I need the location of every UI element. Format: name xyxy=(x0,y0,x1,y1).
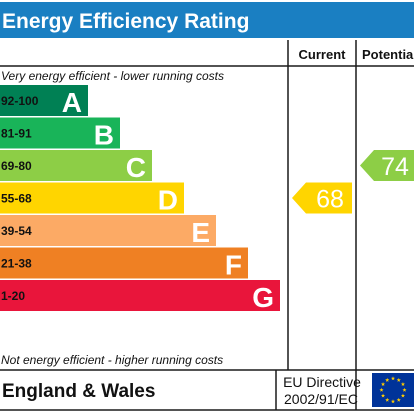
current-rating-arrow-shape xyxy=(292,182,352,214)
flag-star xyxy=(380,393,386,398)
band-f: 21-38 F xyxy=(0,247,248,281)
band-bar xyxy=(0,117,120,149)
band-letter: E xyxy=(191,217,210,248)
band-bar xyxy=(0,280,280,311)
directive-line-1: EU Directive xyxy=(283,374,361,390)
flag-star xyxy=(396,397,401,402)
band-a: 92-100 A xyxy=(0,85,88,118)
column-header-potential: Potential xyxy=(362,47,414,62)
band-letter: C xyxy=(126,152,146,183)
band-d: 55-68 D xyxy=(0,182,184,216)
flag-star xyxy=(390,399,396,404)
band-range: 81-91 xyxy=(1,127,32,141)
flag-star xyxy=(400,393,406,398)
flag-star xyxy=(400,382,406,387)
band-range: 39-54 xyxy=(1,224,32,238)
flag-star xyxy=(385,377,390,382)
flag-star xyxy=(402,387,407,392)
rating-markers: 68 74 xyxy=(292,150,414,214)
bottom-note: Not energy efficient - higher running co… xyxy=(1,353,223,367)
band-range: 21-38 xyxy=(1,257,32,271)
rating-bands: 92-100 A81-91 B69-80 C55-68 D39-54 E21-38 F1-2… xyxy=(0,85,280,313)
flag-star xyxy=(385,397,390,402)
band-letter: D xyxy=(158,185,178,216)
band-letter: B xyxy=(94,120,114,151)
band-b: 81-91 B xyxy=(0,117,120,151)
potential-rating-arrow: 74 xyxy=(360,150,414,181)
chart-title: Energy Efficiency Rating xyxy=(2,10,249,33)
band-bar xyxy=(0,247,248,279)
band-e: 39-54 E xyxy=(0,215,216,248)
band-g: 1-20 G xyxy=(0,280,280,313)
band-bar xyxy=(0,215,216,246)
footer-region: England & Wales xyxy=(2,381,155,402)
potential-rating-arrow-value: 74 xyxy=(381,153,409,181)
eu-flag-icon xyxy=(372,373,414,407)
band-range: 69-80 xyxy=(1,159,32,173)
band-letter: F xyxy=(225,250,242,281)
flag-star xyxy=(380,382,386,387)
top-note: Very energy efficient - lower running co… xyxy=(1,69,224,83)
directive-line-2: 2002/91/EC xyxy=(284,391,358,407)
band-bar xyxy=(0,182,184,214)
band-letter: A xyxy=(62,87,82,118)
flag-star xyxy=(379,387,384,392)
column-header-current: Current xyxy=(299,47,347,62)
current-rating-arrow: 68 xyxy=(292,182,352,214)
band-c: 69-80 C xyxy=(0,150,152,183)
band-letter: G xyxy=(252,282,274,313)
band-range: 92-100 xyxy=(1,94,39,108)
flag-star xyxy=(396,377,401,382)
band-range: 55-68 xyxy=(1,192,32,206)
potential-rating-arrow-shape xyxy=(360,150,414,181)
band-range: 1-20 xyxy=(1,289,25,303)
eu-flag-stars xyxy=(379,376,407,404)
flag-star xyxy=(390,376,396,381)
band-bar xyxy=(0,85,88,116)
title-bar xyxy=(0,2,414,38)
band-bar xyxy=(0,150,152,181)
current-rating-arrow-value: 68 xyxy=(316,186,344,214)
table-grid xyxy=(0,40,414,411)
